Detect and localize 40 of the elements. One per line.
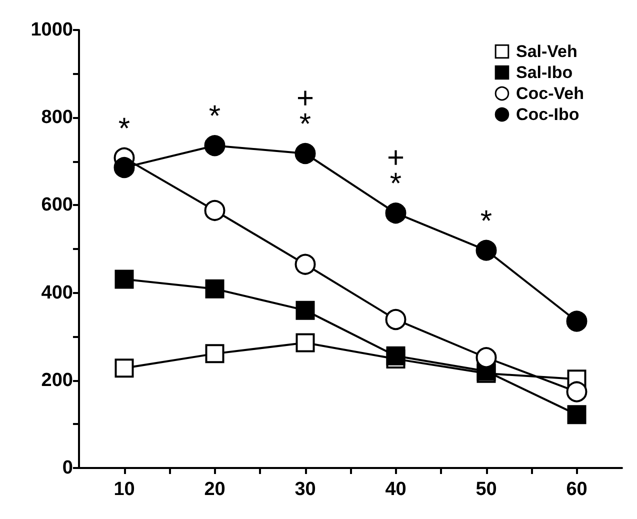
x-tick-label: 40 (385, 479, 406, 500)
point (566, 381, 588, 402)
annotation: * (480, 204, 492, 238)
point (114, 270, 134, 289)
point (386, 346, 406, 366)
point (476, 240, 497, 261)
point (114, 157, 135, 178)
y-tick-label: 0 (62, 458, 73, 478)
point (476, 347, 497, 368)
y-tick-label: 800 (41, 107, 73, 128)
point (204, 200, 226, 221)
y-tick-label: 200 (41, 370, 73, 391)
point (567, 405, 586, 424)
point (114, 358, 134, 378)
annotation: * (390, 168, 402, 201)
y-tick-label: 1000 (30, 20, 73, 40)
legend-label: Coc-Ibo (516, 105, 580, 124)
point (296, 300, 315, 320)
annotation: * (299, 108, 312, 142)
legend-label: Sal-Veh (516, 42, 578, 61)
point (205, 279, 224, 298)
point (294, 143, 316, 164)
y-tick-label: 600 (41, 194, 73, 216)
point (566, 310, 588, 332)
point (296, 333, 315, 352)
x-tick-label: 60 (566, 479, 588, 500)
point (385, 202, 406, 224)
legend-label: Coc-Veh (516, 84, 584, 103)
x-tick-label: 30 (294, 479, 316, 500)
y-tick-label: 400 (41, 282, 73, 304)
point (294, 254, 316, 275)
x-tick-label: 50 (476, 479, 497, 500)
annotation: * (208, 100, 221, 134)
point (205, 344, 224, 364)
point (385, 309, 406, 330)
point (204, 135, 226, 156)
annotation: * (118, 112, 130, 146)
x-tick-label: 10 (114, 479, 135, 500)
x-tick-label: 20 (204, 479, 226, 500)
legend-label: Sal-Ibo (516, 63, 573, 82)
